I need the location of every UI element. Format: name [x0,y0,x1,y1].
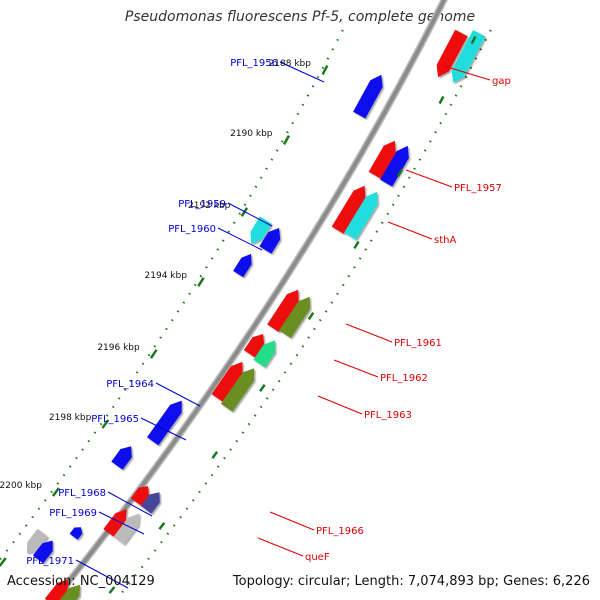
accession-label: Accession: NC_004129 [7,574,155,589]
gene-pfl-1969 [32,540,53,564]
leader-line [345,323,393,343]
leader-line [98,511,145,535]
kbp-label: 2198 kbp [49,413,92,423]
gene-pfl-1961-red [267,289,299,333]
outer-tick [438,95,445,105]
outer-tick [108,586,116,594]
leader-line [107,491,153,517]
right-gene-label: PFL_1962 [380,373,428,384]
left-gene-label: PFL_1960 [168,224,216,235]
outer-tick [470,35,477,45]
gene-pfl-1966-purple [140,492,160,514]
gene-bottom-red [44,579,69,600]
gene-stha-cyan [344,191,378,240]
kbp-labels: 2188 kbp 2190 kbp 2192 kbp 2194 kbp 2196 kbp… [0,59,312,491]
outer-tick [307,311,315,321]
left-gene-label: PFL_1969 [49,508,97,519]
leader-line [387,221,433,240]
right-gene-label: sthA [434,235,456,246]
left-gene-label: PFL_1971 [26,556,74,567]
leader-line [317,395,363,415]
kbp-tick [321,64,329,76]
outer-tick [158,522,166,530]
gene-track [26,29,486,600]
backbone-line [51,0,447,600]
right-gene-label: PFL_1966 [316,526,364,537]
leader-line [140,417,187,441]
gene-pfl-1961-olive [279,296,311,339]
gene-stha-red [331,185,366,234]
leader-line [217,227,263,251]
gene-pfl-1960-b [233,253,252,278]
kbp-tick [0,557,7,567]
gene-pfl-1963-red [211,361,243,403]
gene-pfl-1956 [353,74,383,119]
outer-tick [259,384,266,392]
leader-line [405,169,453,188]
gene-pfl-1962-green [253,340,276,368]
right-gene-label: queF [305,552,330,563]
kbp-label: 2196 kbp [97,343,140,353]
gene-bottom-olive [59,584,81,600]
gene-pfl-1963-olive [220,368,255,412]
kbp-tick [282,135,291,145]
right-gene-label: PFL_1957 [454,183,502,194]
gene-pfl-1964 [147,400,182,446]
kbp-label: 2190 kbp [230,129,273,139]
gene-gap-red [436,29,468,78]
leader-line [257,537,304,557]
tick-marks [0,35,477,594]
left-gene-label: PFL_1956 [230,58,278,69]
leader-line [75,559,129,589]
left-gene-label: PFL_1968 [58,488,106,499]
left-gene-label: PFL_1965 [91,414,139,425]
gene-pfl-1968 [26,528,48,554]
outer-tick [396,168,404,178]
kbp-tick [101,419,110,429]
right-gene-label: PFL_1961 [394,338,442,349]
kbp-label: 2188 kbp [269,59,312,69]
gene-pfl-1969-b [69,527,83,540]
leader-line [333,359,379,378]
gene-quef-red [103,509,127,537]
left-gene-label: PFL_1964 [106,379,154,390]
kbp-label: 2192 kbp [188,201,231,211]
kbp-tick [197,277,205,287]
genome-summary: Topology: circular; Length: 7,074,893 bp… [232,574,590,589]
leader-line [155,382,201,407]
right-gene-label: gap [492,76,511,87]
right-gene-label: PFL_1963 [364,410,412,421]
backbone [49,0,448,600]
kbp-label: 2194 kbp [145,271,188,281]
gene-labels: PFL_1956 PFL_1959 PFL_1960 PFL_1964 PFL_1965… [26,58,511,589]
outer-tick [353,240,360,250]
leader-line [443,65,491,81]
leader-line [269,511,315,531]
gene-pfl-1965 [111,446,132,470]
gene-quef-gray [113,513,140,545]
map-title: Pseudomonas fluorescens Pf-5, complete g… [124,9,476,25]
left-gene-label: PFL_1959 [178,199,226,210]
gene-pfl-1957-red [368,140,396,179]
leader-line [279,61,325,83]
gene-pfl-1960-a [259,228,281,254]
kbp-label: 2200 kbp [0,481,42,491]
gene-pfl-1966-red [130,486,149,506]
kbp-tick [149,349,158,359]
kbp-tick [51,487,60,497]
gene-pfl-1957-blue [380,145,409,187]
gene-gap-cyan [451,30,486,83]
leader-line [227,202,273,227]
backbone-outer [49,0,448,600]
outer-tick [211,451,219,459]
